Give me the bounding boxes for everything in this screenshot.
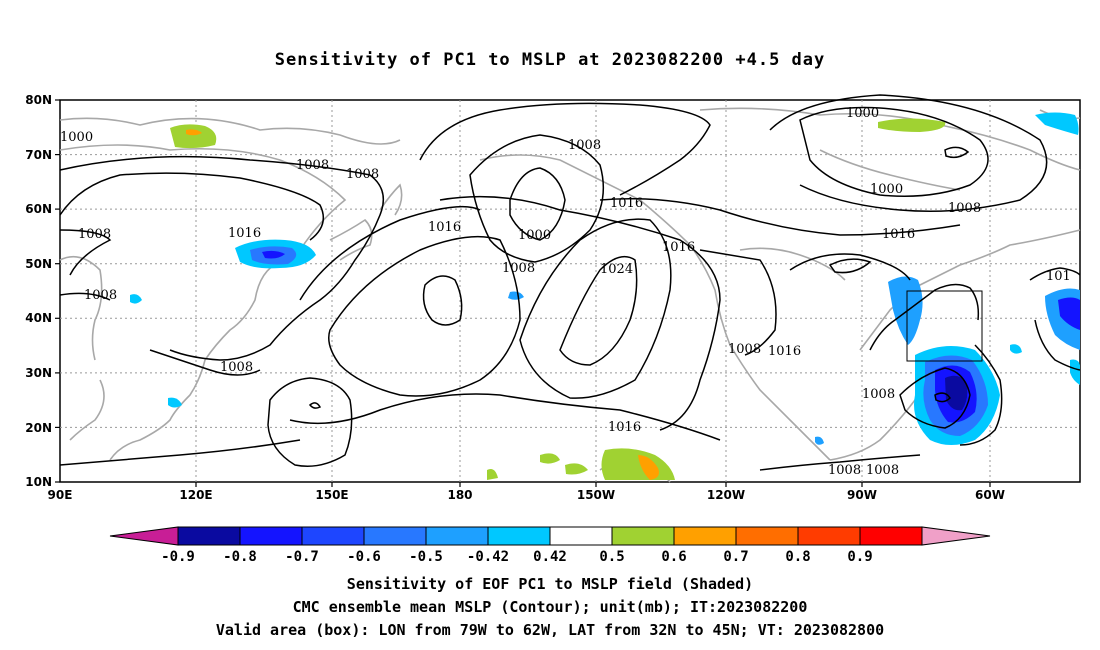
contour-label: 1008 [728,342,761,357]
valid-area-box [906,290,983,362]
lat-label: 20N [25,421,52,435]
contour-label: 1024 [600,262,633,277]
contour-label: 1016 [228,226,261,241]
contour-label: 1008 [346,167,379,182]
contour-label: 1008 [78,227,111,242]
lat-label: 30N [25,366,52,380]
colorbar-boxes [177,526,923,546]
colorbar-box [177,526,241,546]
colorbar-box [487,526,551,546]
colorbar-tick-label: -0.8 [223,549,257,565]
plot-area: 1000 1008 1008 1016 1008 1008 1016 1008 … [25,93,1081,502]
colorbar-tick-label: -0.9 [161,549,195,565]
latitude-labels: 80N 70N 60N 50N 40N 30N 20N 10N [25,93,52,489]
colorbar-box [239,526,303,546]
colorbar-box [549,526,613,546]
colorbar-low-extend [109,526,179,546]
colorbar-tick-label: 0.8 [785,549,810,565]
contour-label: 1008 [568,138,601,153]
lat-label: 80N [25,93,52,107]
lon-label: 150E [315,488,348,502]
colorbar-box [301,526,365,546]
contour-label: 1000 [518,228,551,243]
caption-line-3: Valid area (box): LON from 79W to 62W, L… [215,621,885,639]
contour-labels: 1000 1008 1008 1016 1008 1008 1016 1008 … [60,106,1071,478]
lon-label: 120E [179,488,212,502]
colorbar-box [673,526,737,546]
colorbar-box [735,526,799,546]
longitude-labels: 90E 120E 150E 180 150W 120W 90W 60W [48,488,1005,502]
colorbar-tick-label: -0.42 [467,549,509,565]
colorbar-box [797,526,861,546]
colorbar-tick-label: 0.6 [661,549,686,565]
contour-label: 1008 [862,387,895,402]
lon-label: 120W [707,488,745,502]
colorbar-tick-label: 0.9 [847,549,872,565]
colorbar-tick-label: -0.5 [409,549,443,565]
map-title: Sensitivity of PC1 to MSLP at 2023082200… [274,50,826,70]
contour-label: 1008 [828,463,861,478]
colorbar-tick-label: -0.7 [285,549,319,565]
colorbar-box [425,526,489,546]
contour-label: 1008 [502,261,535,276]
contour-label: 1008 [84,288,117,303]
axis-ticks [55,99,991,487]
contour-label: 1016 [662,240,695,255]
contour-label: 1008 [220,360,253,375]
lat-label: 40N [25,311,52,325]
colorbar-high-extend [921,526,991,546]
contour-label: 1008 [296,158,329,173]
lon-label: 90E [48,488,73,502]
colorbar-tick-label: 0.5 [599,549,624,565]
lon-label: 90W [847,488,877,502]
caption-line-1: Sensitivity of EOF PC1 to MSLP field (Sh… [346,575,754,593]
contour-label: 1016 [882,227,915,242]
lat-label: 50N [25,257,52,271]
contour-label: 1000 [846,106,879,121]
caption-line-2: CMC ensemble mean MSLP (Contour); unit(m… [292,598,808,616]
contour-label: 1008 [948,201,981,216]
colorbar-box [859,526,923,546]
contour-label: 1016 [608,420,641,435]
colorbar-box [363,526,427,546]
contour-label: 101 [1046,269,1071,284]
colorbar-tick-label: 0.42 [533,549,567,565]
contour-label: 1000 [60,130,93,145]
mslp-contours [59,94,1081,471]
contour-label: 1000 [870,182,903,197]
contour-label: 1016 [610,196,643,211]
colorbar-box [611,526,675,546]
contour-label: 1016 [428,220,461,235]
colorbar-tick-label: -0.6 [347,549,381,565]
colorbar-labels: -0.9 -0.8 -0.7 -0.6 -0.5 -0.42 0.42 0.5 0.6 0.7 0.… [161,549,873,565]
lat-label: 70N [25,148,52,162]
colorbar-tick-label: 0.7 [723,549,748,565]
lat-label: 60N [25,202,52,216]
lon-label: 180 [447,488,472,502]
lon-label: 150W [577,488,615,502]
contour-label: 1016 [768,344,801,359]
colorbar: -0.9 -0.8 -0.7 -0.6 -0.5 -0.42 0.42 0.5 0.6 0.7 0.… [109,526,991,565]
contour-label: 1008 [866,463,899,478]
lat-label: 10N [25,475,52,489]
lon-label: 60W [975,488,1005,502]
